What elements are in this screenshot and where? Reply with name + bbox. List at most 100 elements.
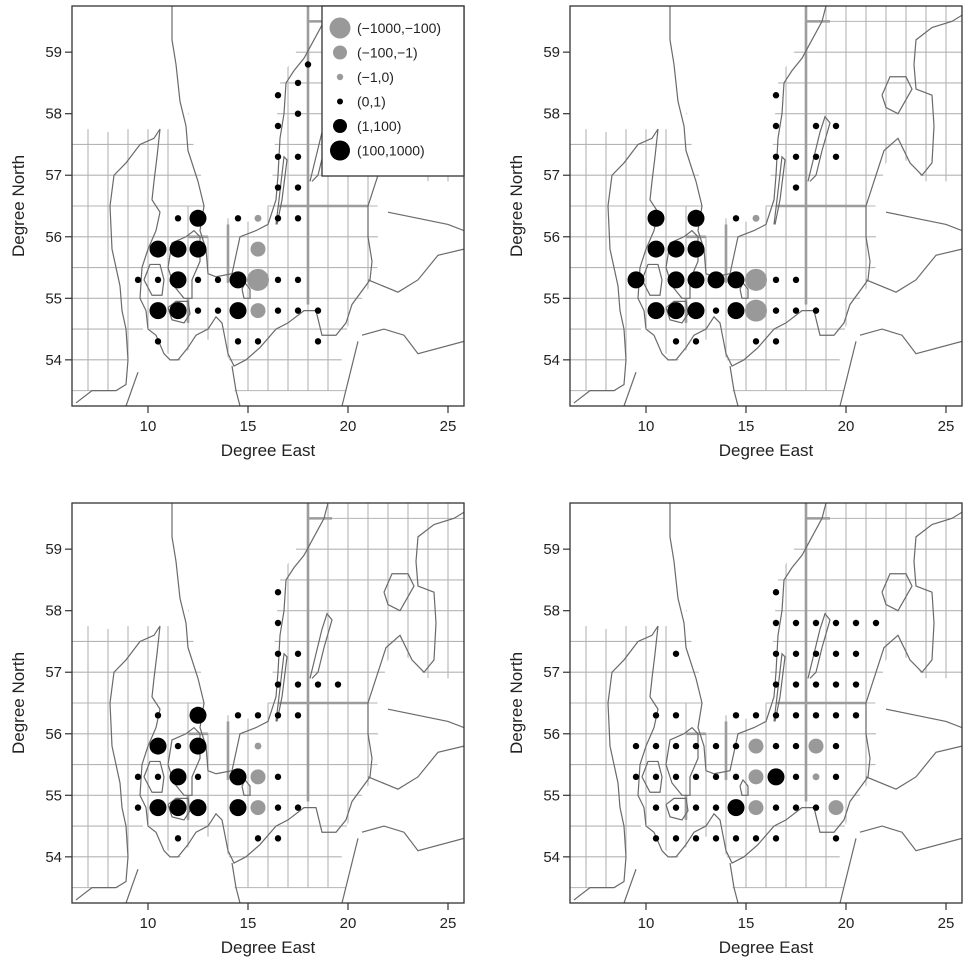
point-small-positive (274, 773, 282, 781)
point-small-positive (772, 92, 780, 99)
y-axis-title: Degree North (9, 155, 28, 257)
y-tick-label: 58 (45, 106, 62, 123)
x-tick-label: 25 (938, 915, 955, 932)
y-tick-label: 58 (543, 603, 560, 620)
point-small-positive (772, 307, 780, 314)
point-small-positive (314, 681, 322, 688)
coastline (865, 745, 962, 790)
x-tick-label: 10 (140, 418, 157, 435)
y-tick-label: 58 (45, 603, 62, 620)
point-small-positive (832, 681, 840, 688)
point-medium-negative (808, 738, 824, 754)
point-small-positive (792, 650, 800, 657)
coastline (75, 205, 129, 404)
coastline (859, 328, 962, 355)
coastline (309, 612, 333, 679)
point-large-positive (149, 240, 167, 258)
coastline (367, 248, 464, 293)
legend-label: (1,100) (357, 118, 401, 134)
point-small-positive (294, 276, 302, 284)
point-large-positive (667, 240, 685, 258)
point-small-positive (294, 79, 302, 87)
point-large-positive (667, 302, 685, 320)
point-medium-negative (828, 800, 844, 816)
point-small-positive (154, 338, 162, 345)
point-large-positive (189, 706, 207, 724)
y-tick-label: 56 (45, 229, 62, 246)
coastline (739, 778, 749, 796)
point-small-positive (294, 650, 302, 657)
point-small-positive (134, 276, 142, 284)
point-small-positive (154, 276, 162, 284)
coastline (881, 76, 913, 115)
point-small-positive (832, 742, 840, 750)
legend-label: (0,1) (357, 94, 386, 110)
point-small-positive (632, 742, 640, 750)
point-small-positive (672, 712, 680, 719)
baltic-states-land (340, 653, 464, 903)
y-tick-label: 59 (543, 541, 560, 558)
coastline (807, 612, 831, 679)
point-large-positive (667, 271, 685, 289)
x-tick-label: 10 (140, 915, 157, 932)
legend-symbol (329, 17, 351, 39)
skagerrak-blank (72, 503, 164, 630)
point-large-positive (169, 240, 187, 258)
point-small-positive (712, 773, 720, 781)
point-large-positive (687, 271, 705, 289)
coastline (387, 211, 464, 232)
coastline (275, 652, 288, 722)
point-small-negative (254, 214, 262, 222)
point-large-positive (169, 768, 187, 786)
coastline (387, 708, 464, 729)
legend-symbol (336, 73, 344, 81)
coastline (729, 862, 739, 903)
point-large-positive (727, 302, 745, 320)
x-axis-title: Degree East (221, 441, 316, 460)
point-small-positive (304, 61, 312, 68)
plot-frame (569, 502, 963, 904)
point-small-positive (274, 681, 282, 688)
point-small-positive (274, 589, 282, 596)
coastline (125, 371, 139, 406)
sweden-land (678, 503, 818, 740)
germany-land (570, 819, 734, 903)
point-large-positive (627, 271, 645, 289)
x-tick-label: 25 (938, 418, 955, 435)
point-small-positive (632, 773, 640, 781)
point-small-positive (134, 773, 142, 781)
point-small-positive (672, 338, 680, 345)
coastline (665, 229, 699, 299)
point-small-positive (234, 215, 242, 222)
point-small-positive (692, 773, 700, 781)
point-small-positive (692, 742, 700, 750)
germany-land (72, 322, 236, 406)
point-small-positive (274, 835, 282, 842)
point-small-positive (652, 835, 660, 842)
point-small-positive (652, 712, 660, 719)
point-large-positive (149, 302, 167, 320)
baltic-states-land (340, 156, 464, 406)
point-small-positive (832, 773, 840, 781)
point-small-positive (732, 742, 740, 750)
x-axis-title: Degree East (719, 938, 814, 957)
point-small-positive (872, 619, 880, 627)
point-small-positive (792, 773, 800, 781)
point-large-positive (149, 799, 167, 817)
point-small-positive (852, 681, 860, 688)
skagerrak-blank (570, 503, 662, 630)
point-small-positive (274, 712, 282, 719)
point-small-positive (194, 773, 202, 781)
y-tick-label: 55 (543, 787, 560, 804)
point-small-positive (772, 681, 780, 688)
point-small-positive (812, 307, 820, 314)
x-axis-title: Degree East (719, 441, 814, 460)
point-small-positive (214, 276, 222, 284)
point-small-positive (832, 650, 840, 657)
point-large-positive (149, 737, 167, 755)
point-small-positive (274, 184, 282, 191)
point-small-positive (852, 650, 860, 657)
point-small-positive (772, 338, 780, 345)
map-panel-top-left: 10 15 20 25 54 55 56 57 58 59 Degree East Degree No… (9, 5, 465, 460)
point-small-positive (772, 276, 780, 284)
